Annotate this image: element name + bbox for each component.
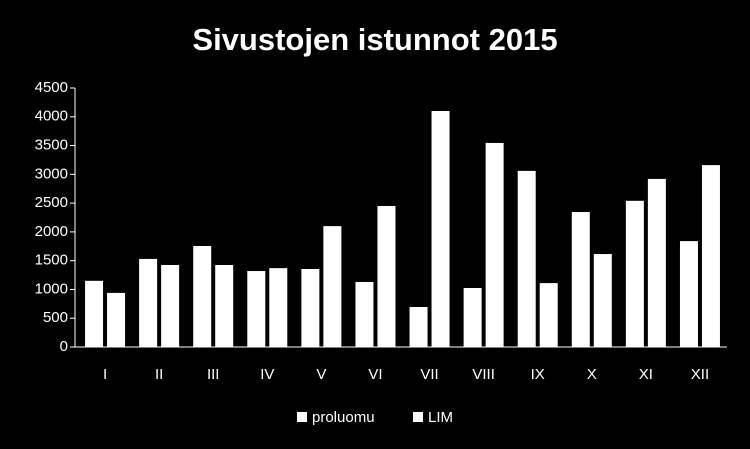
- bar: [247, 271, 266, 347]
- bar: [593, 254, 612, 347]
- y-tick-label: 4500: [35, 79, 68, 96]
- x-tick-label: VIII: [472, 366, 495, 383]
- y-tick-label: 2000: [35, 223, 68, 240]
- y-tick-label: 1500: [35, 252, 68, 269]
- x-tick-label: III: [207, 366, 220, 383]
- x-tick-label: XI: [639, 366, 653, 383]
- y-tick-label: 1000: [35, 280, 68, 297]
- y-tick-label: 3000: [35, 165, 68, 182]
- bar: [323, 226, 342, 347]
- bar: [269, 268, 288, 347]
- bar: [571, 212, 590, 347]
- bar: [625, 200, 644, 347]
- bar: [85, 280, 104, 347]
- y-tick-label: 2500: [35, 194, 68, 211]
- bar: [485, 142, 504, 347]
- bar: [161, 264, 180, 347]
- bar: [377, 205, 396, 347]
- chart-title: Sivustojen istunnot 2015: [192, 22, 557, 57]
- bar: [139, 258, 158, 347]
- bar: [107, 292, 126, 347]
- bar: [647, 178, 666, 347]
- y-tick-label: 500: [43, 309, 68, 326]
- x-tick-label: VI: [368, 366, 382, 383]
- bar: [301, 269, 320, 347]
- bar: [215, 264, 234, 347]
- bar: [701, 165, 720, 347]
- x-tick-label: IV: [260, 366, 274, 383]
- y-tick-label: 0: [60, 338, 68, 355]
- x-tick-label: IX: [531, 366, 545, 383]
- legend-swatch: [413, 412, 423, 422]
- bar: [431, 111, 450, 348]
- bar: [539, 283, 558, 347]
- x-tick-label: II: [155, 366, 163, 383]
- bar: [193, 245, 212, 347]
- x-tick-label: VII: [420, 366, 438, 383]
- bar: [679, 241, 698, 347]
- bar: [517, 170, 536, 347]
- legend-swatch: [297, 412, 307, 422]
- y-tick-label: 4000: [35, 108, 68, 125]
- x-tick-label: X: [587, 366, 597, 383]
- x-tick-label: I: [103, 366, 107, 383]
- legend-label: LIM: [428, 409, 453, 426]
- y-tick-label: 3500: [35, 137, 68, 154]
- x-tick-label: XII: [691, 366, 709, 383]
- x-tick-label: V: [316, 366, 326, 383]
- bar: [463, 288, 482, 347]
- bar: [409, 306, 428, 347]
- bar: [355, 281, 374, 347]
- legend-label: proluomu: [312, 409, 375, 426]
